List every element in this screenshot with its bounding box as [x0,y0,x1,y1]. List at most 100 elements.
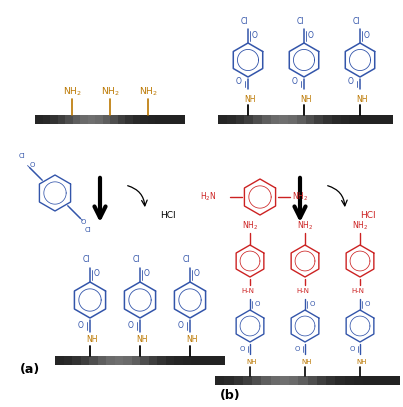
Bar [114,356,123,365]
Bar [224,376,233,385]
Bar [384,115,393,124]
Text: NH: NH [186,335,198,344]
Text: Cl: Cl [132,256,140,265]
Text: O: O [294,346,300,352]
Text: H-N: H-N [241,288,255,294]
Bar [227,115,235,124]
Bar [65,115,73,124]
Bar [218,115,227,124]
Text: O: O [239,346,245,352]
Text: O: O [308,31,314,39]
Bar [183,356,191,365]
Text: NH: NH [356,94,368,103]
Bar [174,356,183,365]
Bar [55,356,64,365]
Bar [280,376,289,385]
Bar [42,115,50,124]
Text: NH: NH [302,359,312,365]
Bar [235,115,244,124]
Bar [147,115,155,124]
Text: NH: NH [247,359,257,365]
Bar [317,376,326,385]
Bar [314,115,323,124]
Bar [363,376,372,385]
Bar [332,115,341,124]
Text: NH: NH [136,335,148,344]
Bar [35,115,42,124]
Bar [162,115,170,124]
Text: Cl: Cl [82,256,90,265]
Bar [166,356,174,365]
Text: (a): (a) [20,363,40,376]
Bar [270,376,280,385]
Bar [131,356,140,365]
Bar [55,356,225,365]
Bar [157,356,166,365]
Text: Cl: Cl [182,256,190,265]
Bar [208,356,216,365]
Bar [341,115,349,124]
Bar [35,115,185,124]
Text: O: O [292,77,298,87]
Bar [243,376,252,385]
Text: H-N: H-N [297,288,310,294]
Bar [354,376,363,385]
Bar [140,356,148,365]
Bar [177,115,185,124]
Bar [252,376,261,385]
Bar [305,115,314,124]
Text: H$_2$N: H$_2$N [199,191,216,203]
Text: Cl: Cl [18,153,25,159]
Text: O: O [128,322,134,330]
Bar [72,356,81,365]
Bar [50,115,58,124]
Bar [64,356,72,365]
Bar [261,376,270,385]
Text: NH$_2$: NH$_2$ [63,86,81,98]
Text: O: O [178,322,184,330]
Bar [191,356,199,365]
Bar [335,376,345,385]
Bar [358,115,367,124]
Bar [376,115,384,124]
Text: NH: NH [357,359,367,365]
Text: O: O [81,219,86,225]
Bar [140,115,147,124]
Bar [288,115,297,124]
Text: (b): (b) [220,389,241,401]
Bar [148,356,157,365]
Text: O: O [194,269,200,278]
Text: Cl: Cl [85,228,92,234]
Bar [102,115,110,124]
Bar [233,376,243,385]
Bar [118,115,125,124]
Bar [323,115,332,124]
Text: NH$_2$: NH$_2$ [297,220,313,232]
Bar [372,376,382,385]
Bar [270,115,279,124]
Bar [289,376,298,385]
Text: O: O [348,77,354,87]
Bar [87,115,95,124]
Bar [382,376,391,385]
Bar [133,115,140,124]
Bar [218,115,393,124]
Bar [215,376,400,385]
Text: O: O [236,77,242,87]
Bar [391,376,400,385]
Text: NH$_2$: NH$_2$ [101,86,119,98]
Bar [298,376,307,385]
Bar [349,115,358,124]
Text: H-N: H-N [351,288,364,294]
Bar [307,376,317,385]
Bar [81,356,89,365]
Text: NH: NH [244,94,256,103]
Bar [326,376,335,385]
Bar [279,115,288,124]
Text: NH: NH [300,94,312,103]
Bar [262,115,270,124]
Bar [253,115,262,124]
Text: O: O [364,31,370,39]
Bar [89,356,98,365]
Text: O: O [349,346,355,352]
